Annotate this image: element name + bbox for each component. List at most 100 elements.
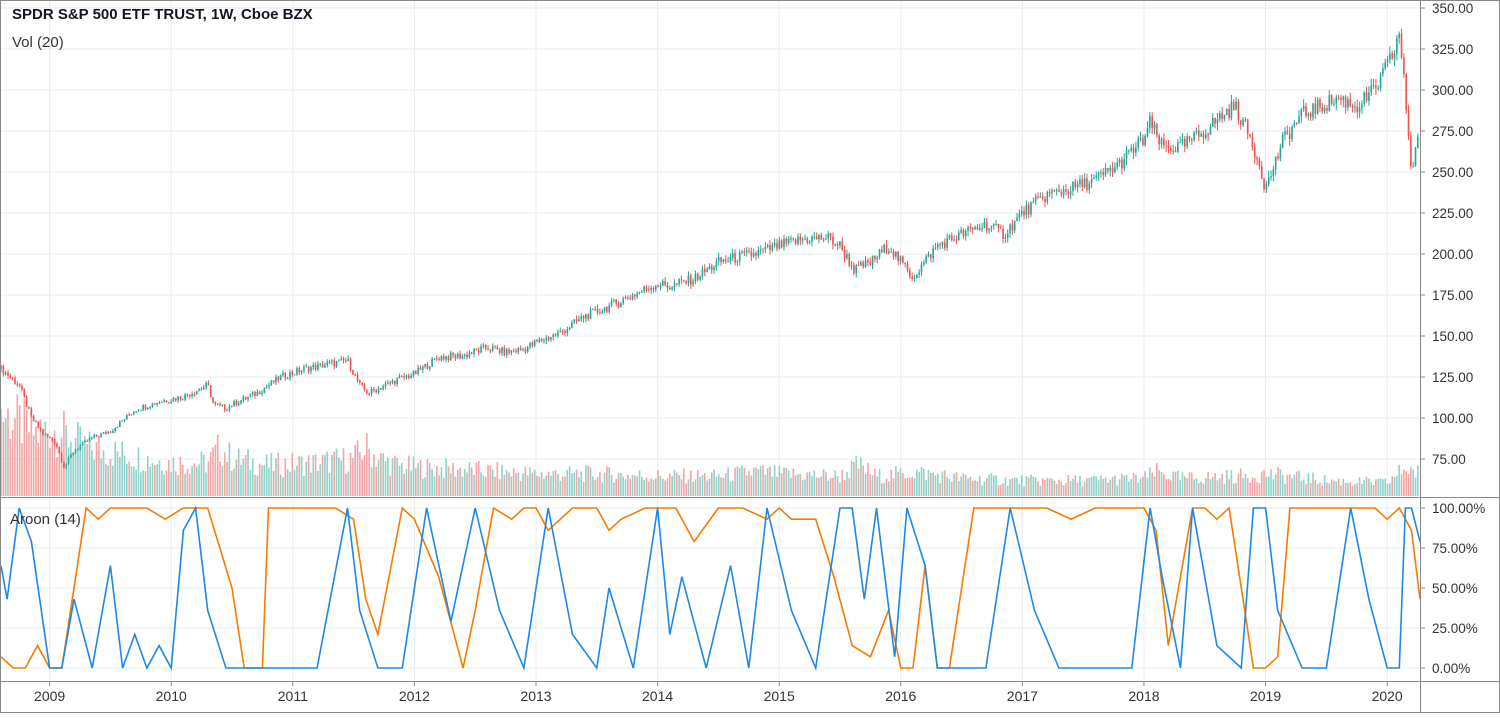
candle-body	[270, 380, 273, 386]
candle-body	[1048, 192, 1051, 194]
volume-bar	[1093, 475, 1095, 496]
volume-bar	[65, 425, 68, 496]
candle-body	[23, 389, 26, 397]
candle-body	[133, 411, 135, 415]
candle-body	[580, 316, 583, 320]
volume-bar	[799, 473, 802, 496]
volume-bar	[382, 453, 384, 496]
volume-bar	[1069, 481, 1072, 496]
volume-bar	[282, 477, 284, 496]
volume-bar	[1291, 478, 1293, 496]
volume-bar	[1328, 483, 1331, 496]
volume-bar	[1211, 477, 1214, 496]
volume-bar	[184, 473, 186, 496]
volume-bar	[985, 477, 988, 496]
volume-bar	[950, 481, 953, 496]
candle-body	[135, 411, 137, 413]
candle-body	[855, 265, 858, 274]
volume-bar	[538, 476, 541, 496]
volume-bar	[708, 478, 711, 496]
candle-body	[888, 251, 890, 254]
candle-body	[1137, 138, 1140, 148]
volume-bar	[265, 454, 268, 496]
candle-body	[1095, 175, 1098, 178]
candle-body	[1239, 120, 1242, 125]
candle-body	[228, 406, 231, 411]
candle-body	[130, 414, 133, 416]
candle-body	[964, 230, 967, 237]
candle-body	[1128, 150, 1130, 152]
volume-bar	[582, 482, 585, 496]
volume-bar	[911, 476, 913, 496]
aroon-legend[interactable]: Aroon (14)	[10, 511, 81, 528]
candle-body	[380, 388, 382, 390]
candle-body	[1244, 119, 1247, 121]
price-axis-label: 225.00	[1432, 206, 1473, 221]
candle-body	[1011, 224, 1014, 231]
volume-bar	[489, 465, 492, 496]
volume-bar	[997, 485, 1000, 496]
volume-bar	[331, 455, 333, 496]
candle-body	[235, 401, 238, 406]
volume-bar	[727, 467, 729, 496]
candle-body	[174, 398, 177, 401]
candle-body	[463, 354, 466, 356]
price-axis-label: 75.00	[1432, 452, 1466, 467]
candle-body	[1076, 184, 1079, 188]
candle-body	[936, 244, 939, 248]
volume-bar	[1361, 483, 1363, 496]
candle-body	[482, 344, 485, 347]
volume-legend[interactable]: Vol (20)	[12, 34, 64, 51]
chart-title[interactable]: SPDR S&P 500 ETF TRUST, 1W, Cboe BZX	[12, 6, 313, 23]
volume-bar	[389, 475, 391, 496]
candle-body	[247, 396, 249, 400]
volume-bar	[664, 480, 666, 496]
candle-body	[237, 403, 240, 406]
volume-bar	[1165, 479, 1167, 496]
candle-body	[1333, 103, 1335, 105]
candle-body	[1132, 147, 1135, 153]
price-axis-label: 350.00	[1432, 1, 1473, 16]
candle-body	[1312, 103, 1314, 118]
volume-bar	[361, 459, 364, 496]
candle-body	[1293, 122, 1296, 127]
volume-bar	[1158, 470, 1160, 496]
candle-body	[773, 242, 776, 246]
volume-bar	[888, 481, 890, 496]
candle-body	[1361, 103, 1363, 108]
candle-body	[1174, 150, 1177, 152]
volume-bar	[846, 471, 848, 496]
candle-body	[613, 300, 615, 302]
candle-body	[25, 396, 28, 408]
candle-body	[412, 370, 415, 376]
candle-body	[240, 400, 242, 404]
volume-bar	[268, 467, 270, 496]
candle-body	[971, 227, 974, 230]
candle-body	[1288, 133, 1291, 139]
volume-bar	[1223, 483, 1226, 496]
candle-body	[818, 234, 820, 240]
volume-bar	[554, 470, 557, 496]
volume-bar	[1237, 473, 1240, 496]
candle-body	[1253, 147, 1256, 158]
candle-body	[1030, 201, 1032, 215]
volume-bar	[575, 469, 578, 496]
candle-body	[1006, 233, 1009, 238]
volume-bar	[338, 457, 340, 496]
candle-body	[610, 300, 613, 306]
candle-body	[1002, 228, 1004, 239]
candle-body	[63, 461, 65, 468]
volume-bar	[902, 473, 904, 496]
volume-bar	[1151, 472, 1154, 496]
candle-body	[342, 358, 345, 361]
volume-bar	[449, 473, 452, 496]
candle-body	[1009, 224, 1011, 234]
volume-bar	[929, 472, 932, 496]
volume-bar	[487, 464, 489, 496]
volume-bar	[853, 461, 855, 496]
candle-body	[995, 224, 997, 226]
volume-bar	[473, 475, 475, 496]
volume-bar	[433, 476, 436, 496]
volume-bar	[133, 466, 135, 496]
candle-body	[517, 348, 520, 353]
